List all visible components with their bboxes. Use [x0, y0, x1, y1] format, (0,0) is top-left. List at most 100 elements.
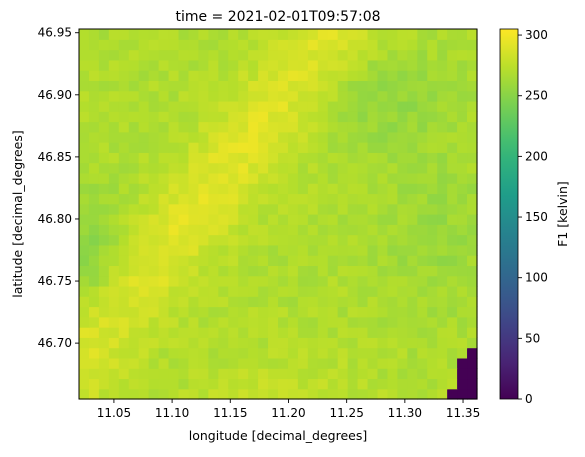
heatmap-cell	[327, 234, 339, 246]
heatmap-cell	[128, 368, 140, 380]
heatmap-cell	[188, 368, 199, 380]
heatmap-cell	[188, 152, 199, 164]
heatmap-cell	[218, 39, 229, 51]
heatmap-cell	[118, 193, 130, 205]
heatmap-cell	[437, 203, 448, 215]
heatmap-cell	[208, 121, 219, 133]
heatmap-cell	[287, 111, 299, 123]
heatmap-cell	[158, 214, 170, 225]
heatmap-cell	[158, 265, 170, 277]
heatmap-cell	[118, 152, 130, 164]
heatmap-cell	[407, 388, 418, 400]
heatmap-cell	[238, 70, 249, 81]
heatmap-cell	[168, 183, 180, 195]
heatmap-cell	[108, 142, 120, 153]
heatmap-cell	[337, 234, 349, 246]
heatmap-cell	[268, 131, 279, 143]
heatmap-cell	[297, 152, 309, 164]
heatmap-cell	[178, 234, 190, 246]
heatmap-cell	[397, 172, 408, 184]
heatmap-cell	[367, 255, 379, 266]
heatmap-cell	[218, 193, 229, 205]
heatmap-cell	[407, 193, 418, 205]
heatmap-cell	[307, 90, 319, 102]
heatmap-cell	[188, 306, 199, 318]
heatmap-cell	[88, 316, 100, 328]
heatmap-cell	[387, 49, 398, 61]
heatmap-cell	[98, 142, 110, 153]
heatmap-cell	[447, 203, 458, 215]
heatmap-cell	[397, 152, 408, 164]
heatmap-cell	[287, 327, 299, 338]
heatmap-cell	[138, 121, 150, 133]
heatmap-cell	[337, 357, 349, 369]
heatmap-cell	[397, 347, 408, 359]
heatmap-cell	[467, 224, 478, 236]
heatmap-cell	[128, 100, 140, 112]
heatmap-cell	[417, 306, 428, 318]
heatmap-cell	[297, 39, 309, 51]
heatmap-cell	[218, 90, 229, 102]
heatmap-cell	[287, 285, 299, 297]
heatmap-cell	[98, 265, 110, 277]
heatmap-cell	[278, 100, 289, 112]
heatmap-cell	[297, 193, 309, 205]
heatmap-cell	[427, 316, 438, 328]
heatmap-cell	[447, 255, 458, 266]
heatmap-cell	[347, 224, 359, 236]
heatmap-cell	[357, 347, 369, 359]
heatmap-cell	[268, 193, 279, 205]
heatmap-cell	[387, 131, 398, 143]
heatmap-cell	[407, 131, 418, 143]
heatmap-cell	[198, 193, 209, 205]
heatmap-cell	[317, 296, 329, 308]
heatmap-cell	[188, 378, 199, 390]
heatmap-cell	[317, 316, 329, 328]
heatmap-cell	[347, 70, 359, 81]
heatmap-cell	[367, 100, 379, 112]
heatmap-cell	[198, 49, 209, 61]
heatmap-cell	[188, 49, 199, 61]
heatmap-cell	[317, 306, 329, 318]
heatmap-cell	[457, 59, 468, 71]
heatmap-cell	[407, 265, 418, 277]
heatmap-cell	[437, 111, 448, 123]
heatmap-cell	[367, 121, 379, 133]
heatmap-cell	[457, 29, 468, 40]
heatmap-cell	[128, 388, 140, 400]
heatmap-cell	[218, 183, 229, 195]
heatmap-cell	[357, 70, 369, 81]
heatmap-cell	[397, 234, 408, 246]
heatmap-cell	[417, 316, 428, 328]
heatmap-cell	[337, 337, 349, 349]
heatmap-cell	[208, 59, 219, 71]
heatmap-cell	[417, 172, 428, 184]
heatmap-cell	[278, 193, 289, 205]
heatmap-cell	[357, 80, 369, 92]
heatmap-cell	[79, 214, 90, 225]
heatmap-cell	[278, 255, 289, 266]
heatmap-cell	[198, 224, 209, 236]
heatmap-cell	[327, 90, 339, 102]
heatmap-cell	[417, 357, 428, 369]
heatmap-cell	[387, 162, 398, 174]
heatmap-cell	[327, 162, 339, 174]
heatmap-cell	[138, 316, 150, 328]
heatmap-cell	[228, 255, 239, 266]
heatmap-cell	[108, 90, 120, 102]
heatmap-cell	[397, 306, 408, 318]
y-axis: 46.70 46.75 46.80 46.85 46.90 46.95	[38, 26, 79, 350]
heatmap-cell	[88, 378, 100, 390]
heatmap-cell	[347, 327, 359, 338]
heatmap-cell	[417, 234, 428, 246]
heatmap-cell	[417, 162, 428, 174]
heatmap-cell	[138, 285, 150, 297]
heatmap-cell	[248, 275, 259, 287]
heatmap-cell	[397, 49, 408, 61]
heatmap-cell	[148, 378, 160, 390]
heatmap-cell	[188, 388, 199, 400]
heatmap-cell	[138, 193, 150, 205]
heatmap-cell	[238, 357, 249, 369]
heatmap-cell	[208, 152, 219, 164]
heatmap-cell	[307, 29, 319, 40]
